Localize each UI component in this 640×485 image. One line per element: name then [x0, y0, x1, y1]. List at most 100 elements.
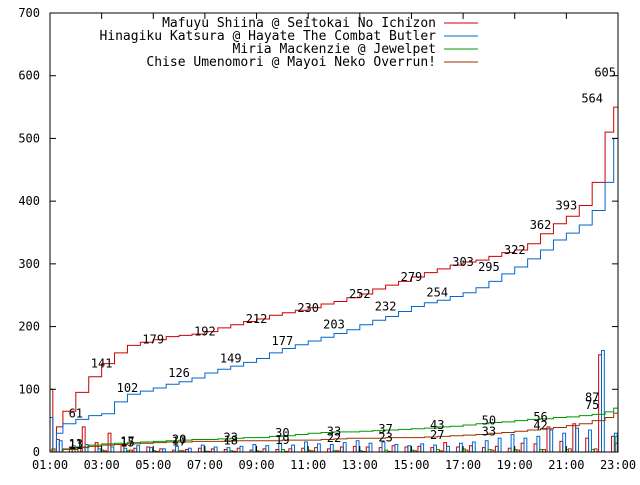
data-label-series-2: 33 — [327, 424, 341, 438]
axes-layer: 0 100 200 300 400 500 600 700 01:00 03:00 05:00 07:… — [18, 6, 636, 472]
data-label-series-0: 212 — [246, 312, 268, 326]
series-line-2 — [50, 397, 619, 453]
data-label-series-2: 56 — [533, 410, 547, 424]
data-label-series-1: 177 — [272, 334, 294, 348]
data-label-series-1: 254 — [426, 286, 448, 300]
data-label-series-1: 149 — [220, 352, 242, 366]
legend-label-0: Mafuyu Shiina @ Seitokai No Ichizon — [162, 16, 436, 31]
data-label-series-2: 13 — [69, 437, 83, 451]
legend-label-3: Chise Umenomori @ Mayoi Neko Overrun! — [146, 55, 436, 70]
x-tick-label: 13:00 — [342, 458, 378, 472]
legend: Mafuyu Shiina @ Seitokai No IchizonHinag… — [99, 16, 478, 70]
bar-series-1 — [368, 442, 373, 453]
data-label-series-3: 22 — [327, 431, 341, 445]
data-label-series-2: 20 — [172, 432, 186, 446]
y-tick-label: 400 — [18, 194, 40, 208]
data-label-series-3: 23 — [378, 431, 392, 445]
bar-series-1 — [136, 445, 141, 453]
data-label-series-0: 141 — [91, 357, 113, 371]
bar-series-1 — [471, 441, 476, 453]
legend-label-2: Miria Mackenzie @ Jewelpet — [233, 42, 437, 57]
data-label-series-2: 23 — [224, 431, 238, 445]
x-tick-label: 21:00 — [548, 458, 584, 472]
series-line-0 — [50, 72, 619, 453]
data-labels-layer: 1411791922122302522793033223936056110212… — [69, 66, 616, 453]
data-label-series-3: 19 — [275, 433, 289, 447]
data-label-series-1: 232 — [375, 300, 397, 314]
x-tick-label: 17:00 — [445, 458, 481, 472]
bar-series-1 — [394, 443, 399, 453]
bar-series-1 — [497, 437, 502, 453]
data-label-series-1: 61 — [69, 407, 83, 421]
data-label-series-2: 50 — [482, 414, 496, 428]
bar-series-1 — [575, 427, 579, 453]
data-label-series-1: 126 — [168, 366, 190, 380]
bar-series-1 — [588, 429, 592, 453]
data-label-series-1: 295 — [478, 260, 500, 274]
data-label-series-0: 192 — [194, 325, 216, 339]
y-tick-label: 200 — [18, 320, 40, 334]
data-label-series-3: 17 — [172, 434, 186, 448]
bar-series-1 — [84, 443, 89, 453]
x-tick-label: 05:00 — [135, 458, 171, 472]
data-label-series-2: 30 — [275, 426, 289, 440]
data-label-series-1: 564 — [581, 91, 603, 105]
bar-series-1 — [420, 443, 425, 453]
series-line-3 — [50, 404, 619, 453]
y-tick-label: 100 — [18, 382, 40, 396]
bar-series-1 — [239, 445, 244, 453]
data-label-series-3: 27 — [430, 428, 444, 442]
y-tick-label: 0 — [33, 445, 40, 459]
x-tick-label: 19:00 — [497, 458, 533, 472]
y-tick-label: 300 — [18, 257, 40, 271]
y-tick-label: 600 — [18, 69, 40, 83]
data-label-series-0: 230 — [297, 301, 319, 315]
data-label-series-1: 203 — [323, 318, 345, 332]
data-label-series-0: 279 — [401, 270, 423, 284]
data-label-series-2: 17 — [120, 434, 134, 448]
data-label-series-3: 33 — [482, 424, 496, 438]
y-tick-label: 500 — [18, 131, 40, 145]
x-tick-label: 03:00 — [84, 458, 120, 472]
lines-layer — [50, 72, 619, 453]
bar-series-1 — [600, 349, 605, 453]
data-label-series-3: 11 — [69, 438, 83, 452]
bar-series-1 — [549, 429, 554, 453]
x-tick-label: 23:00 — [600, 458, 636, 472]
bar-series-1 — [110, 446, 115, 453]
bar-series-1 — [213, 446, 218, 453]
y-tick-label: 700 — [18, 6, 40, 20]
bar-series-1 — [58, 440, 63, 453]
data-label-series-0: 303 — [452, 255, 474, 269]
bar-series-1 — [187, 447, 192, 453]
data-label-series-1: 362 — [530, 218, 552, 232]
data-label-series-1: 102 — [117, 381, 139, 395]
bar-series-1 — [342, 442, 347, 453]
x-tick-label: 01:00 — [32, 458, 68, 472]
legend-label-1: Hinagiku Katsura @ Hayate The Combat But… — [99, 29, 436, 44]
data-label-series-2: 43 — [430, 418, 444, 432]
bar-series-1 — [523, 437, 528, 453]
bar-series-1 — [291, 444, 296, 453]
data-label-series-3: 15 — [120, 436, 134, 450]
x-tick-label: 11:00 — [290, 458, 326, 472]
data-label-series-0: 322 — [504, 243, 526, 257]
data-label-series-0: 393 — [556, 199, 578, 213]
x-tick-label: 07:00 — [187, 458, 223, 472]
data-label-series-0: 605 — [594, 66, 616, 80]
data-label-series-0: 252 — [349, 287, 371, 301]
x-tick-label: 15:00 — [393, 458, 429, 472]
data-label-series-3: 18 — [224, 434, 238, 448]
bar-series-1 — [316, 443, 321, 453]
data-label-series-3: 75 — [585, 398, 599, 412]
x-tick-label: 09:00 — [238, 458, 274, 472]
data-label-series-0: 179 — [142, 333, 164, 347]
data-label-series-2: 37 — [378, 422, 392, 436]
data-label-series-3: 42 — [533, 419, 547, 433]
bar-series-1 — [265, 445, 270, 453]
plot-frame — [49, 12, 619, 453]
series-line-1 — [50, 98, 619, 453]
bar-series-1 — [446, 445, 450, 453]
